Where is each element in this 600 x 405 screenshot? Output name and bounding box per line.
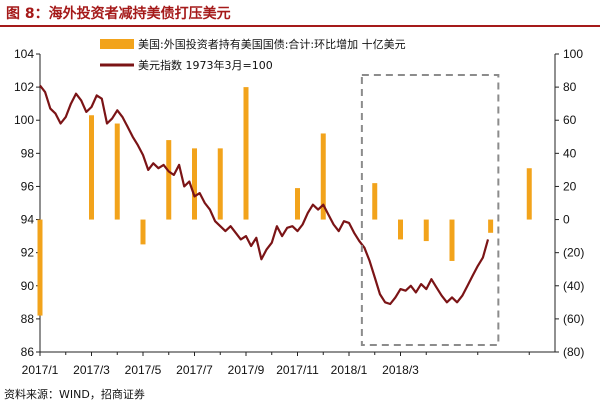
bar bbox=[423, 219, 429, 242]
bar bbox=[192, 148, 197, 220]
right-tick-label: 100 bbox=[563, 47, 583, 61]
line-series bbox=[39, 84, 490, 306]
left-tick-label: 90 bbox=[21, 279, 35, 293]
x-tick-label: 2017/9 bbox=[228, 363, 265, 377]
bar bbox=[320, 133, 326, 220]
right-tick-label: (60) bbox=[563, 312, 584, 326]
bar bbox=[140, 219, 146, 245]
legend-line-label: 美元指数 1973年3月=100 bbox=[138, 58, 273, 72]
bar bbox=[217, 148, 223, 220]
chart-canvas: 86 88 90 92 94 96 98 100 102 104 100 80 60 40 20 0 (20) (… bbox=[14, 37, 584, 377]
bar bbox=[449, 219, 455, 261]
x-tick-label: 2018/3 bbox=[382, 363, 419, 377]
left-tick-label: 104 bbox=[14, 47, 34, 61]
bar bbox=[114, 123, 120, 220]
x-tick-label: 2017/7 bbox=[176, 363, 213, 377]
axes: 86 88 90 92 94 96 98 100 102 104 100 80 60 40 20 0 (20) (… bbox=[14, 47, 584, 377]
x-tick-label: 2018/1 bbox=[331, 363, 368, 377]
left-tick-label: 100 bbox=[14, 113, 34, 127]
bar bbox=[37, 219, 43, 316]
dashed-highlight-rect bbox=[360, 74, 500, 346]
right-tick-label: 20 bbox=[563, 179, 577, 193]
x-tick-label: 2017/5 bbox=[125, 363, 162, 377]
left-tick-label: 92 bbox=[21, 246, 35, 260]
bar bbox=[166, 140, 172, 220]
legend-bar-label: 美国:外国投资者持有美国国债:合计:环比增加 十亿美元 bbox=[138, 37, 406, 51]
chart-title: 图 8：海外投资者减持美债打压美元 bbox=[6, 6, 231, 22]
left-tick-label: 98 bbox=[21, 146, 35, 160]
right-tick-label: (40) bbox=[563, 279, 584, 293]
bar bbox=[488, 219, 494, 233]
bar bbox=[398, 219, 403, 240]
left-tick-label: 88 bbox=[21, 312, 35, 326]
bar bbox=[89, 115, 94, 220]
bar-series bbox=[37, 87, 532, 316]
x-tick-label: 2017/3 bbox=[73, 363, 110, 377]
right-tick-label: 60 bbox=[563, 113, 577, 127]
bar bbox=[372, 183, 378, 220]
right-tick-label: 40 bbox=[563, 146, 577, 160]
legend-bar-swatch bbox=[100, 39, 134, 49]
bar bbox=[526, 168, 532, 220]
highlight-box bbox=[360, 74, 500, 346]
bar bbox=[295, 188, 300, 220]
left-tick-label: 102 bbox=[14, 80, 34, 94]
left-tick-label: 94 bbox=[21, 213, 35, 227]
right-tick-label: (20) bbox=[563, 246, 584, 260]
title-bar: 图 8：海外投资者减持美债打压美元 bbox=[0, 0, 600, 27]
left-tick-label: 96 bbox=[21, 179, 35, 193]
bar bbox=[243, 87, 249, 220]
right-tick-label: 0 bbox=[563, 213, 570, 227]
source-note: 资料来源：WIND，招商证券 bbox=[4, 388, 145, 401]
title-rule bbox=[0, 25, 600, 27]
left-tick-label: 86 bbox=[21, 345, 35, 359]
dollar-index-line bbox=[39, 84, 490, 306]
x-tick-label: 2017/11 bbox=[276, 363, 319, 377]
x-tick-label: 2017/1 bbox=[22, 363, 59, 377]
right-tick-label: 80 bbox=[563, 80, 577, 94]
right-tick-label: (80) bbox=[563, 345, 584, 359]
